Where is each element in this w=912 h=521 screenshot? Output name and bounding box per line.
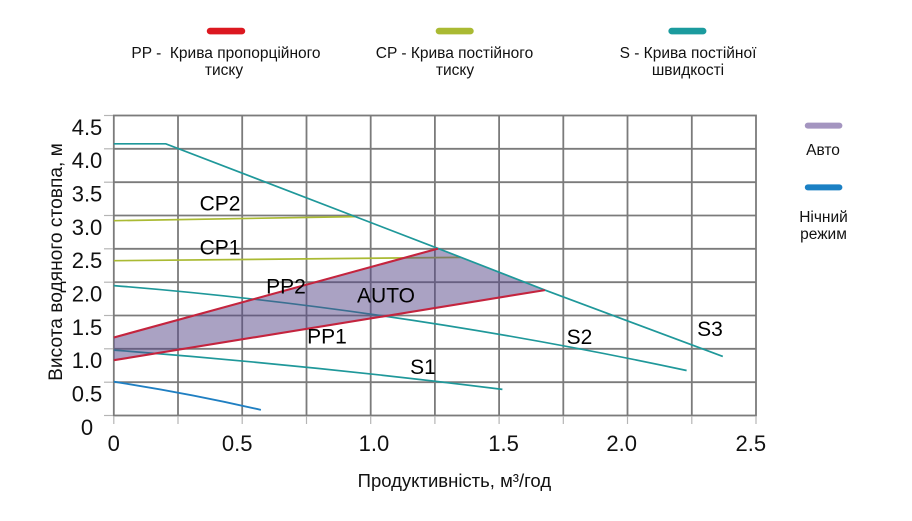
svg-text:1.5: 1.5 (72, 315, 103, 340)
svg-text:2.0: 2.0 (72, 282, 103, 307)
svg-text:1.0: 1.0 (359, 431, 390, 456)
svg-text:4.5: 4.5 (72, 115, 103, 140)
svg-text:0.5: 0.5 (72, 382, 103, 407)
svg-text:2.5: 2.5 (72, 248, 103, 273)
svg-text:CP1: CP1 (200, 237, 241, 260)
svg-text:0.5: 0.5 (222, 431, 253, 456)
svg-text:швидкості: швидкості (652, 62, 724, 79)
svg-text:CP - Крива постійного: CP - Крива постійного (376, 45, 533, 62)
svg-text:тиску: тиску (205, 62, 243, 79)
svg-text:S1: S1 (410, 356, 436, 379)
svg-text:Продуктивність, м³/год: Продуктивність, м³/год (358, 470, 552, 491)
svg-text:S3: S3 (697, 318, 723, 341)
svg-text:PP1: PP1 (307, 326, 347, 349)
svg-text:тиску: тиску (436, 62, 474, 79)
svg-text:3.0: 3.0 (72, 215, 103, 240)
svg-text:PP - Крива пропорційного: PP - Крива пропорційного (131, 45, 320, 62)
svg-text:CP2: CP2 (200, 193, 241, 216)
svg-text:Висота водяного стовпа, м: Висота водяного стовпа, м (46, 143, 67, 381)
svg-text:3.5: 3.5 (72, 182, 103, 207)
svg-text:S2: S2 (567, 326, 593, 349)
svg-text:AUTO: AUTO (357, 285, 415, 308)
svg-text:1.0: 1.0 (72, 348, 103, 373)
svg-text:режим: режим (800, 226, 847, 243)
svg-text:4.0: 4.0 (72, 148, 103, 173)
svg-text:Авто: Авто (806, 142, 840, 159)
svg-text:2.5: 2.5 (736, 431, 767, 456)
svg-text:2.0: 2.0 (606, 431, 637, 456)
svg-text:S - Крива постійної: S - Крива постійної (620, 45, 758, 62)
svg-text:Нічний: Нічний (799, 209, 848, 226)
svg-text:0: 0 (108, 431, 120, 456)
svg-text:PP2: PP2 (266, 276, 306, 299)
svg-text:1.5: 1.5 (488, 431, 519, 456)
svg-text:0: 0 (81, 415, 93, 440)
